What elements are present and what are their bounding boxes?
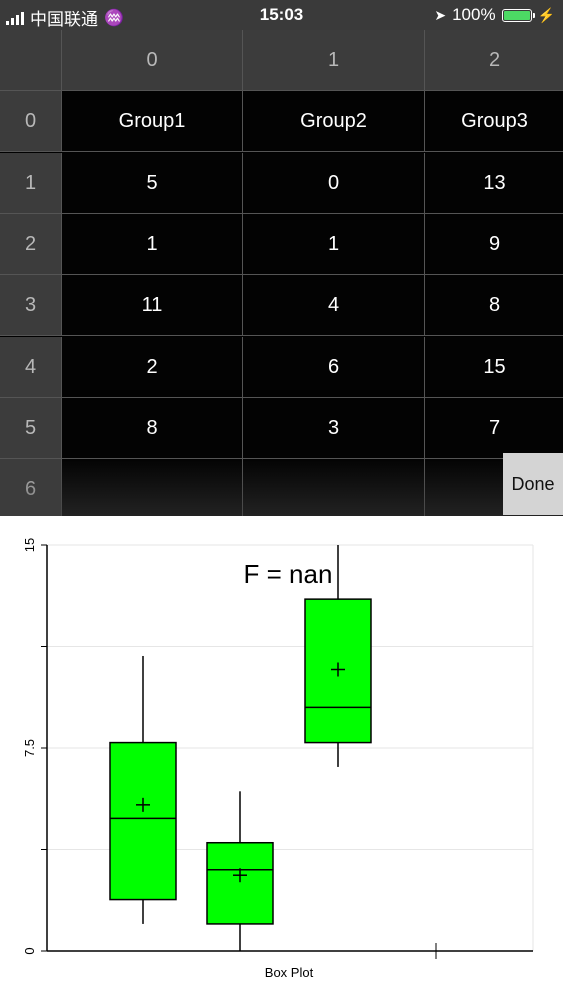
status-right: ➤ 100% ⚡ — [434, 5, 555, 25]
battery-percent: 100% — [452, 5, 496, 24]
grid-cell[interactable]: 9 — [425, 214, 563, 275]
row-header[interactable]: 2 — [0, 214, 62, 275]
y-tick-label: 7.5 — [22, 739, 37, 757]
wifi-calling-icon: ♒ — [104, 9, 124, 27]
row-header[interactable]: 4 — [0, 337, 62, 398]
column-header[interactable]: 1 — [243, 30, 425, 91]
grid-cell[interactable]: 6 — [243, 337, 425, 398]
status-left: 中国联通 ♒ — [6, 5, 124, 30]
grid-cell[interactable] — [62, 459, 243, 516]
grid-cell[interactable]: Group1 — [62, 91, 243, 152]
signal-bars-icon — [6, 11, 24, 25]
grid-cell[interactable]: 3 — [243, 398, 425, 459]
grid-cell[interactable] — [243, 459, 425, 516]
column-header[interactable]: 0 — [62, 30, 243, 91]
grid-cell[interactable]: 1 — [243, 214, 425, 275]
grid-cell[interactable]: 2 — [62, 337, 243, 398]
grid-cell[interactable]: 4 — [243, 275, 425, 336]
carrier-name: 中国联通 — [30, 10, 98, 29]
box — [206, 841, 274, 925]
chart-title: F = nan — [244, 559, 333, 589]
bolt-icon: ⚡ — [537, 6, 555, 23]
grid-cell[interactable]: 8 — [425, 275, 563, 336]
grid-cell[interactable]: 15 — [425, 337, 563, 398]
row-header[interactable]: 0 — [0, 91, 62, 152]
y-tick-label: 15 — [22, 538, 37, 552]
x-axis-label: Box Plot — [265, 965, 314, 980]
row-header[interactable]: 1 — [0, 153, 62, 214]
corner-cell — [0, 30, 62, 91]
grid-cell[interactable]: Group2 — [243, 91, 425, 152]
battery-icon — [501, 8, 535, 22]
row-header[interactable]: 6 — [0, 459, 62, 516]
box-plot-chart: 0 7.5 15 Box Plot F = nan — [0, 516, 563, 1000]
grid-cell[interactable]: 7 — [425, 398, 563, 459]
status-time: 15:03 — [259, 5, 304, 24]
chart-svg: 0 7.5 15 Box Plot F = nan — [22, 538, 534, 980]
y-tick-label: 0 — [22, 947, 37, 954]
grid-cell[interactable]: 8 — [62, 398, 243, 459]
status-bar: 中国联通 ♒ 15:03 ➤ 100% ⚡ — [0, 0, 563, 30]
grid-cell[interactable]: Group3 — [425, 91, 563, 152]
box — [109, 741, 177, 901]
row-header[interactable]: 5 — [0, 398, 62, 459]
row-header[interactable]: 3 — [0, 275, 62, 336]
grid-cell[interactable]: 5 — [62, 153, 243, 214]
grid-cell[interactable]: 11 — [62, 275, 243, 336]
spreadsheet-grid[interactable]: 0 1 2 0 Group1 Group2 Group3 1 5 0 13 2 1 1 9 3 11 4 8 4 2 6 1… — [0, 30, 563, 516]
done-button[interactable]: Done — [503, 453, 563, 515]
grid-cell[interactable]: 0 — [243, 153, 425, 214]
grid-cell[interactable]: 1 — [62, 214, 243, 275]
grid-cell[interactable]: 13 — [425, 153, 563, 214]
column-header[interactable]: 2 — [425, 30, 563, 91]
location-arrow-icon: ➤ — [434, 6, 447, 23]
